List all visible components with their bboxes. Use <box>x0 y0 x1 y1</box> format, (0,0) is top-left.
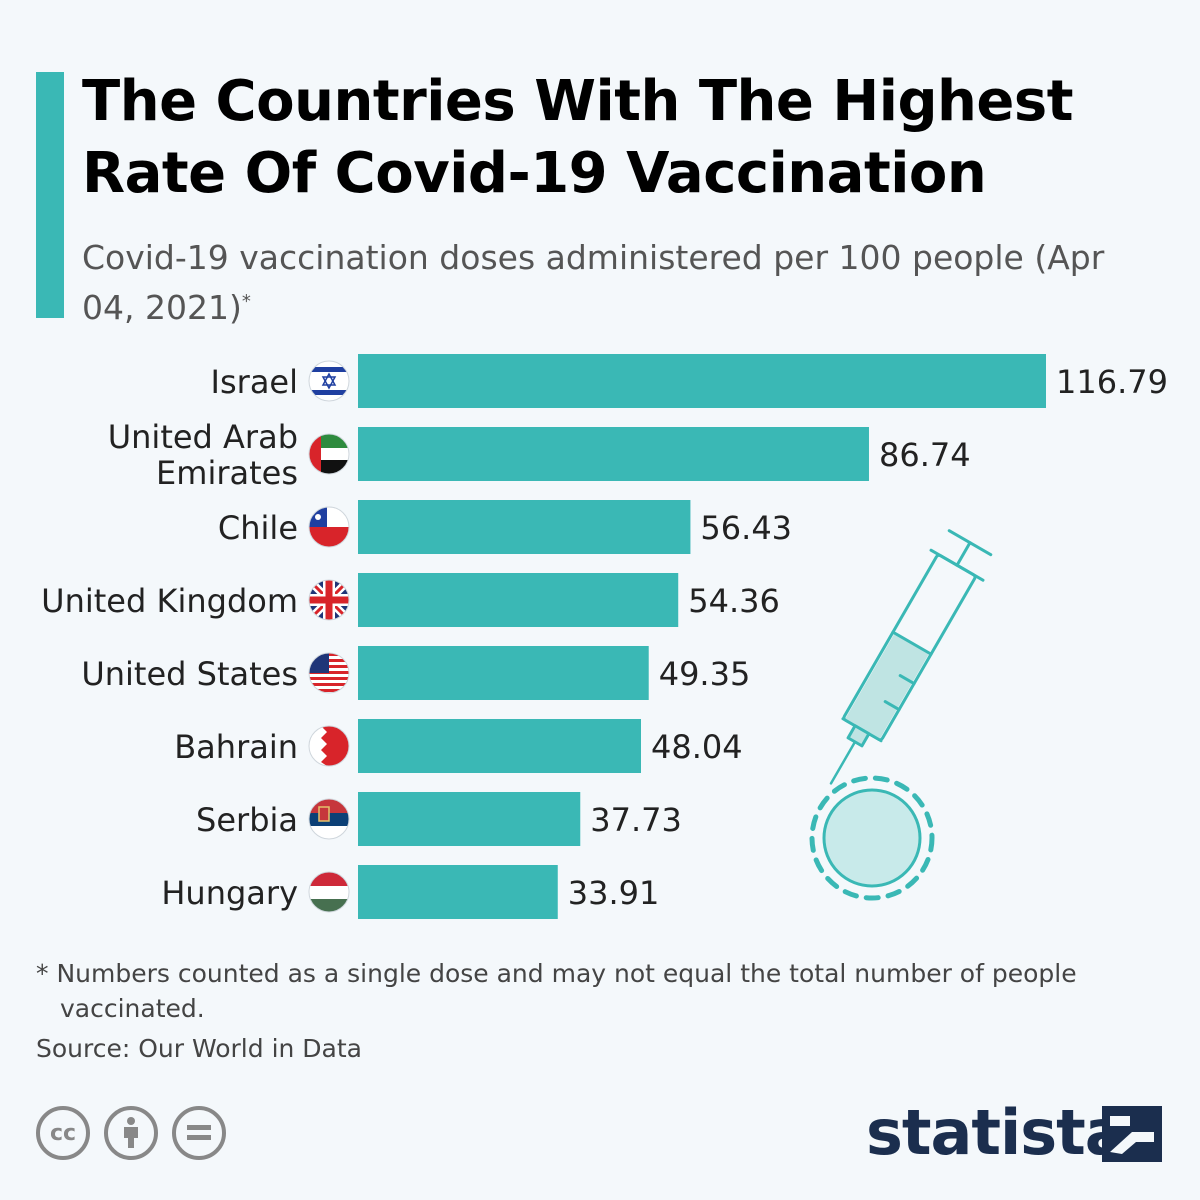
bar-chart: 116.79 Israel 86.74 United Arab Emirates 56.4… <box>41 354 1168 919</box>
category-label-united-kingdom: United Kingdom <box>41 582 298 620</box>
us-flag-icon <box>308 652 350 694</box>
chart-subtitle: Covid-19 vaccination doses administered … <box>82 236 1162 330</box>
bar-serbia <box>358 792 581 846</box>
bahrain-flag-icon <box>308 725 350 767</box>
no-derivatives-icon[interactable] <box>172 1106 226 1160</box>
category-label-chile: Chile <box>218 509 298 547</box>
attribution-icon[interactable] <box>104 1106 158 1160</box>
value-label-chile: 56.43 <box>700 509 792 547</box>
uae-flag-icon <box>308 433 350 475</box>
bar-bahrain <box>358 719 641 773</box>
bar-israel <box>358 354 1046 408</box>
license-icons: cc <box>36 1106 226 1160</box>
bar-united-kingdom <box>358 573 679 627</box>
bar-hungary <box>358 865 558 919</box>
value-label-united-kingdom: 54.36 <box>688 582 780 620</box>
brand-name[interactable]: statista <box>866 1096 1127 1169</box>
serbia-flag-icon <box>308 798 350 840</box>
source-note: Source: Our World in Data <box>36 1034 363 1063</box>
category-label-united-states: United States <box>81 655 298 693</box>
bar-chile <box>358 500 691 554</box>
statista-logo-icon <box>1102 1106 1162 1162</box>
syringe-virus-icon <box>809 529 993 901</box>
israel-flag-icon <box>308 360 350 402</box>
footnote: * Numbers counted as a single dose and m… <box>36 959 1077 1023</box>
category-label-hungary: Hungary <box>161 874 298 912</box>
bar-united-arab-emirates <box>358 427 869 481</box>
cc-icon[interactable]: cc <box>36 1106 90 1160</box>
hungary-flag-icon <box>308 871 350 913</box>
value-label-israel: 116.79 <box>1056 363 1168 401</box>
chart-title: The Countries With The Highest Rate Of C… <box>82 69 1073 206</box>
value-label-united-arab-emirates: 86.74 <box>879 436 971 474</box>
category-label-serbia: Serbia <box>196 801 298 839</box>
accent-bar <box>36 72 64 318</box>
value-label-hungary: 33.91 <box>568 874 660 912</box>
bars-group: 116.79 Israel 86.74 United Arab Emirates 56.4… <box>41 354 1168 919</box>
value-label-united-states: 49.35 <box>659 655 751 693</box>
uk-flag-icon <box>308 579 350 621</box>
chile-flag-icon <box>308 506 350 548</box>
category-label-israel: Israel <box>211 363 298 401</box>
value-label-serbia: 37.73 <box>590 801 682 839</box>
subtitle-footnote-mark: * <box>241 291 251 312</box>
bar-united-states <box>358 646 649 700</box>
category-label-united-arab-emirates: United Arab Emirates <box>108 418 298 492</box>
subtitle-text: Covid-19 vaccination doses administered … <box>82 238 1105 327</box>
category-label-bahrain: Bahrain <box>174 728 298 766</box>
value-label-bahrain: 48.04 <box>651 728 743 766</box>
